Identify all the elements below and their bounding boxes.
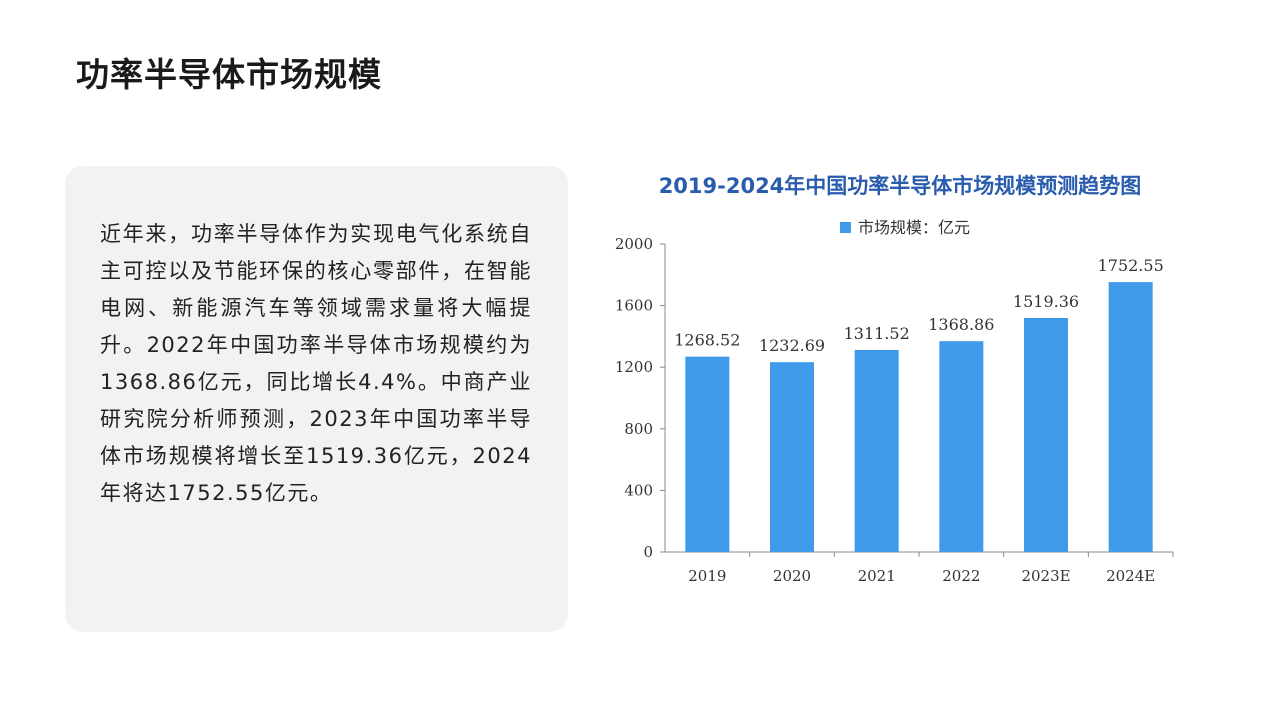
data-label: 1752.55 bbox=[1098, 256, 1164, 275]
bar bbox=[939, 341, 984, 552]
x-tick-label: 2024E bbox=[1106, 567, 1155, 585]
data-label: 1519.36 bbox=[1013, 292, 1079, 311]
legend-label: 市场规模：亿元 bbox=[858, 218, 970, 237]
bar bbox=[685, 356, 730, 552]
chart-title: 2019-2024年中国功率半导体市场规模预测趋势图 bbox=[658, 174, 1142, 198]
x-tick-label: 2021 bbox=[858, 567, 896, 585]
legend-swatch bbox=[840, 222, 851, 233]
x-axis-labels: 2019 2020 2021 2022 2023E 2024E bbox=[688, 552, 1174, 585]
y-tick-label: 1600 bbox=[615, 297, 653, 315]
data-labels: 1268.52 1232.69 1311.52 1368.86 1519.36 1752.… bbox=[674, 256, 1164, 355]
body-text: 近年来，功率半导体作为实现电气化系统自主可控以及节能环保的核心零部件，在智能电网… bbox=[100, 222, 532, 505]
x-tick-label: 2022 bbox=[942, 567, 980, 585]
data-label: 1232.69 bbox=[759, 336, 825, 355]
data-label: 1311.52 bbox=[844, 324, 910, 343]
y-tick-label: 1200 bbox=[615, 358, 653, 376]
data-label: 1268.52 bbox=[674, 331, 740, 350]
bar bbox=[1108, 282, 1153, 552]
y-tick-label: 2000 bbox=[615, 235, 653, 253]
bar bbox=[854, 350, 899, 552]
y-axis-ticks: 0 400 800 1200 1600 2000 bbox=[615, 235, 665, 561]
chart-axes bbox=[664, 244, 1173, 553]
text-panel bbox=[65, 166, 568, 632]
y-tick-label: 0 bbox=[643, 543, 653, 561]
data-label: 1368.86 bbox=[928, 315, 994, 334]
x-tick-label: 2020 bbox=[773, 567, 811, 585]
bar-chart: 市场规模：亿元 0 400 800 1200 1600 2000 1268.52 1232.… bbox=[615, 218, 1174, 585]
bar bbox=[1024, 318, 1068, 552]
x-tick-label: 2023E bbox=[1021, 567, 1070, 585]
bar bbox=[770, 362, 814, 552]
page-title: 功率半导体市场规模 bbox=[76, 55, 382, 94]
x-tick-label: 2019 bbox=[688, 567, 726, 585]
chart-bars bbox=[685, 282, 1153, 552]
y-tick-label: 400 bbox=[624, 481, 653, 499]
y-tick-label: 800 bbox=[624, 420, 653, 438]
